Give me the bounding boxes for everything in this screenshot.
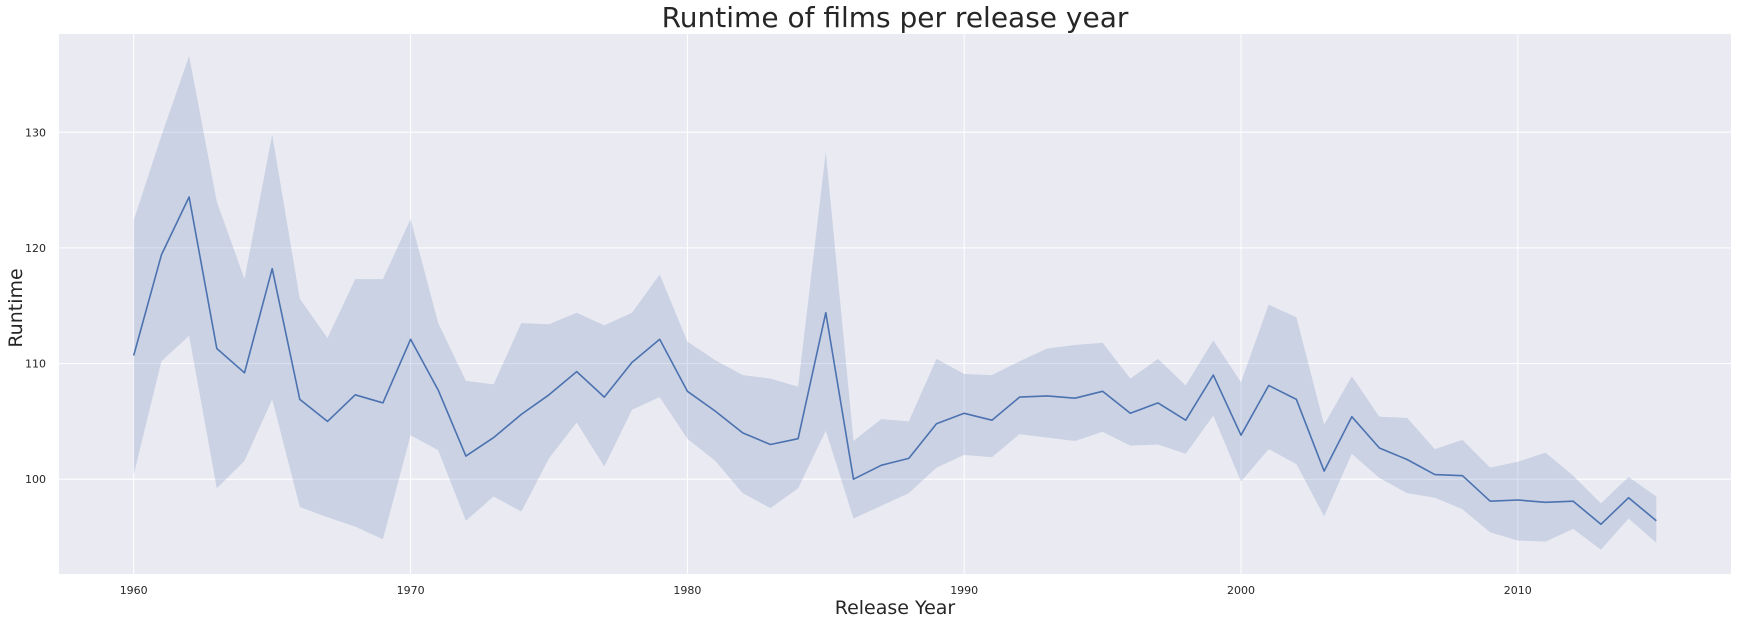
x-tick-label: 2010: [1504, 584, 1532, 597]
data-point: [852, 478, 854, 480]
data-point: [1101, 390, 1103, 392]
data-point: [1461, 475, 1463, 477]
data-point: [631, 361, 633, 363]
data-point: [1544, 501, 1546, 503]
data-point: [1240, 434, 1242, 436]
x-tick-label: 1970: [397, 584, 425, 597]
data-point: [409, 338, 411, 340]
data-point: [160, 254, 162, 256]
data-point: [797, 438, 799, 440]
data-point: [1323, 470, 1325, 472]
y-tick-label: 120: [25, 242, 46, 255]
x-tick-label: 1960: [120, 584, 148, 597]
data-point: [1489, 500, 1491, 502]
data-point: [1655, 520, 1657, 522]
data-point: [1627, 497, 1629, 499]
data-point: [271, 268, 273, 270]
data-point: [742, 432, 744, 434]
data-point: [1572, 500, 1574, 502]
data-point: [686, 390, 688, 392]
data-point: [659, 338, 661, 340]
data-point: [963, 412, 965, 414]
mean-runtime-line: [132, 196, 1657, 526]
data-point: [465, 455, 467, 457]
data-point: [437, 389, 439, 391]
data-point: [382, 402, 384, 404]
data-point: [1268, 384, 1270, 386]
data-point: [576, 370, 578, 372]
x-tick-label: 2000: [1227, 584, 1255, 597]
data-point: [299, 398, 301, 400]
y-tick-label: 110: [25, 358, 46, 371]
data-point: [1185, 419, 1187, 421]
data-point: [188, 196, 190, 198]
y-axis-ticks: 100 110 120 130: [25, 126, 46, 486]
data-point: [1018, 396, 1020, 398]
data-point: [1351, 416, 1353, 418]
data-point: [1157, 402, 1159, 404]
x-tick-label: 1980: [673, 584, 701, 597]
data-point: [1074, 397, 1076, 399]
data-point: [935, 423, 937, 425]
chart-title: Runtime of films per release year: [662, 1, 1129, 34]
data-point: [354, 394, 356, 396]
data-point: [1378, 447, 1380, 449]
data-point: [1434, 473, 1436, 475]
data-point: [1600, 523, 1602, 525]
data-point: [714, 410, 716, 412]
data-point: [1046, 395, 1048, 397]
y-tick-label: 130: [25, 126, 46, 139]
data-point: [908, 457, 910, 459]
data-point: [1517, 499, 1519, 501]
data-point: [603, 396, 605, 398]
data-point: [1406, 458, 1408, 460]
data-point: [1129, 412, 1131, 414]
data-point: [769, 443, 771, 445]
data-point: [492, 436, 494, 438]
plot-background: [59, 34, 1731, 574]
confidence-band: [133, 56, 1657, 550]
y-axis-label: Runtime: [5, 268, 27, 347]
data-point: [1295, 398, 1297, 400]
x-tick-label: 1990: [950, 584, 978, 597]
data-point: [520, 413, 522, 415]
data-point: [216, 347, 218, 349]
y-tick-label: 100: [25, 473, 46, 486]
data-point: [243, 372, 245, 374]
x-axis-label: Release Year: [835, 597, 956, 619]
data-point: [133, 354, 135, 356]
data-point: [825, 312, 827, 314]
grid-lines: [59, 34, 1731, 574]
data-point: [326, 420, 328, 422]
data-point: [548, 394, 550, 396]
data-point: [991, 419, 993, 421]
data-point: [880, 464, 882, 466]
x-axis-ticks: 1960 1970 1980 1990 2000 2010: [120, 584, 1532, 597]
data-point: [1212, 374, 1214, 376]
